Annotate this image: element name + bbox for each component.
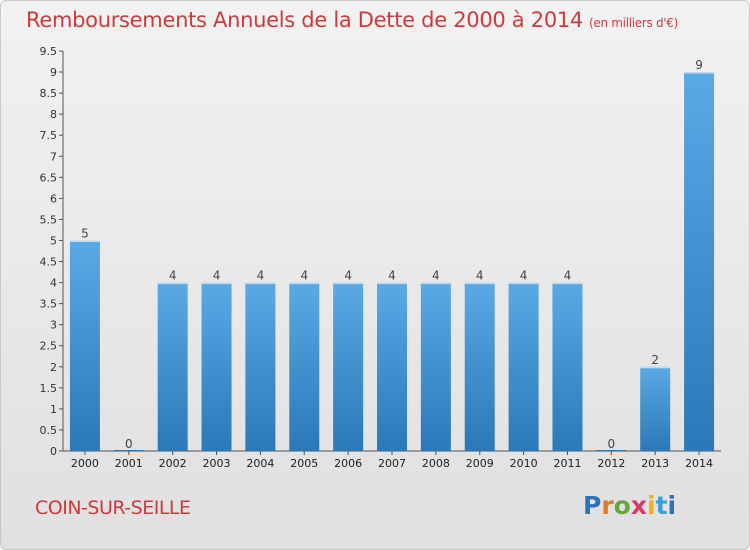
bar: [157, 282, 188, 451]
bar: [377, 282, 407, 451]
y-tick-label: 8: [50, 108, 57, 121]
bar: [640, 366, 671, 451]
y-tick-label: 7.5: [40, 129, 58, 142]
data-label: 4: [169, 269, 177, 283]
x-tick-label: 2004: [246, 457, 274, 470]
chart-title: Remboursements Annuels de la Dette de 20…: [26, 8, 678, 32]
data-label: 2: [651, 353, 659, 367]
data-label: 0: [125, 437, 133, 451]
bar: [289, 282, 320, 451]
data-label: 4: [213, 269, 221, 283]
y-tick-label: 5: [50, 234, 57, 247]
bar: [201, 282, 232, 451]
bar-highlight: [640, 366, 671, 369]
x-tick-label: 2008: [422, 457, 450, 470]
y-tick-label: 9.5: [40, 45, 58, 58]
bar-highlight: [420, 282, 451, 285]
y-tick-label: 4: [50, 277, 57, 290]
bar: [508, 282, 539, 451]
x-tick-label: 2001: [115, 457, 143, 470]
bar: [552, 282, 583, 451]
y-tick-label: 2.5: [40, 340, 58, 353]
data-label: 9: [695, 58, 703, 72]
data-label: 5: [81, 226, 89, 240]
bar-highlight: [333, 282, 364, 285]
y-tick-labels: 0 0.5 1 1.5 2 2.5 3 3.5 4 4.5 5 5.5 6 6.5 7 7.5 8 8.5 9 9.5: [40, 45, 58, 458]
proxiti-logo: Proxiti: [583, 491, 676, 520]
logo-letter: i: [647, 491, 656, 520]
logo-letter: r: [601, 491, 614, 520]
y-tick-label: 0: [50, 445, 57, 458]
commune-name: COIN-SUR-SEILLE: [35, 497, 191, 519]
y-tick-label: 1: [50, 403, 57, 416]
bar-highlight: [684, 72, 715, 74]
logo-letter: P: [583, 491, 602, 520]
x-tick-label: 2012: [597, 457, 625, 470]
y-tick-label: 8.5: [40, 87, 58, 100]
bar-highlight: [157, 282, 188, 285]
bar-highlight: [289, 282, 320, 285]
data-label: 4: [257, 269, 265, 283]
x-tick-label: 2010: [510, 457, 538, 470]
logo-letter: i: [667, 491, 677, 520]
logo-letter: t: [655, 491, 668, 520]
bar-highlight: [377, 282, 407, 285]
data-label: 0: [608, 437, 616, 451]
bar-highlight: [69, 240, 100, 242]
data-label: 4: [388, 269, 396, 283]
bars: [69, 72, 715, 451]
unit-label: (en milliers d'€): [589, 16, 679, 30]
title-text: Remboursements Annuels de la Dette de 20…: [26, 8, 583, 32]
bar-highlight: [508, 282, 539, 285]
bar-highlight: [201, 282, 232, 285]
y-tick-label: 3: [50, 319, 57, 332]
bar: [684, 72, 715, 451]
x-tick-label: 2006: [334, 457, 362, 470]
y-tick-label: 5.5: [40, 213, 58, 226]
x-tick-label: 2005: [290, 457, 318, 470]
bar: [420, 282, 451, 451]
y-tick-label: 0.5: [40, 424, 58, 437]
x-tick-label: 2007: [378, 457, 406, 470]
bar-highlight: [464, 282, 495, 285]
bar-highlight: [245, 282, 276, 285]
x-tick-label: 2009: [466, 457, 494, 470]
data-labels: 5 0 4 4 4 4 4 4 4 4 4 4 0 2 9: [81, 58, 703, 451]
data-label: 4: [344, 269, 352, 283]
y-tick-label: 4.5: [40, 256, 58, 269]
data-label: 4: [300, 269, 308, 283]
x-tick-label: 2013: [641, 457, 669, 470]
data-label: 4: [520, 269, 528, 283]
logo-letter: o: [613, 491, 631, 520]
x-tick-label: 2000: [71, 457, 99, 470]
y-tick-label: 2: [50, 361, 57, 374]
y-tick-label: 1.5: [40, 382, 58, 395]
x-tick-label: 2003: [203, 457, 231, 470]
x-tick-labels: 2000 2001 2002 2003 2004 2005 2006 2007 2008 2009…: [71, 457, 713, 470]
data-label: 4: [432, 269, 440, 283]
data-label: 4: [476, 269, 484, 283]
y-tick-label: 7: [50, 150, 57, 163]
x-tick-label: 2002: [159, 457, 187, 470]
y-tick-label: 6.5: [40, 171, 58, 184]
logo-letter: x: [630, 491, 647, 520]
data-label: 4: [564, 269, 572, 283]
y-tick-label: 6: [50, 192, 57, 205]
bar: [245, 282, 276, 451]
y-tick-label: 9: [50, 66, 57, 79]
x-tick-label: 2014: [685, 457, 713, 470]
bar: [69, 240, 100, 451]
bar: [333, 282, 364, 451]
bar: [464, 282, 495, 451]
x-tick-label: 2011: [553, 457, 581, 470]
bar-highlight: [552, 282, 583, 285]
y-tick-label: 3.5: [40, 298, 58, 311]
